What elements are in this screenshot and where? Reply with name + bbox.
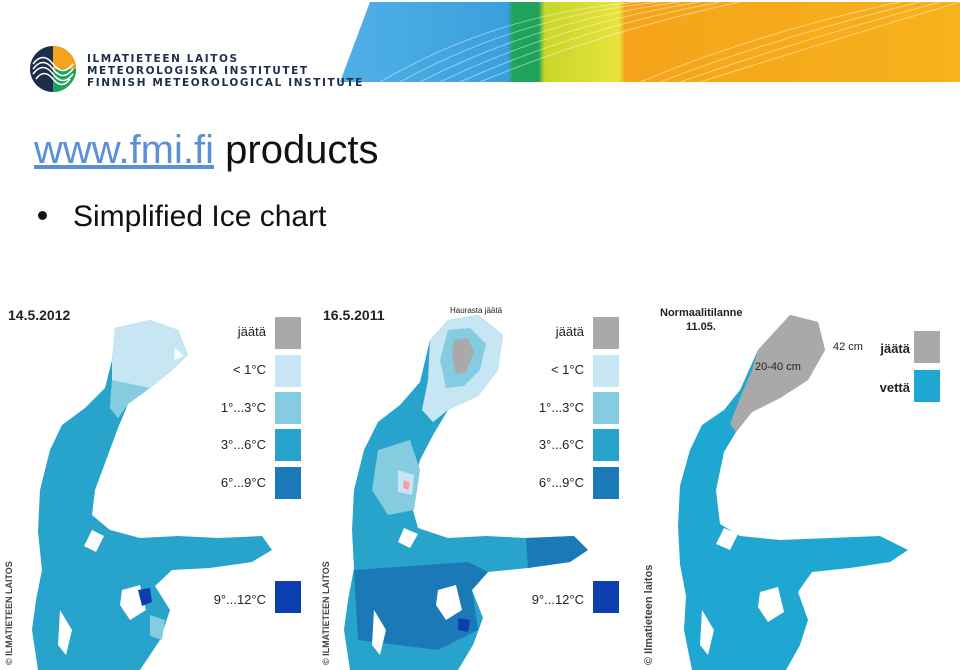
- baltic-map-normal: [678, 315, 908, 670]
- legend-label-1-3: 1°...3°C: [220, 400, 266, 415]
- normal-date: 11.05.: [686, 321, 716, 333]
- header-color-band: [340, 2, 960, 82]
- copyright-text: © ILMATIETEEN LAITOS: [4, 561, 14, 665]
- legend-label-ice: jäätä: [237, 324, 266, 339]
- bullet-item: Simplified Ice chart: [38, 200, 326, 234]
- baltic-map-2011: [344, 315, 588, 670]
- legend-label-3-6: 3°...6°C: [538, 437, 584, 452]
- thickness-42cm: 42 cm: [833, 341, 863, 353]
- legend-swatch-1-3: [275, 392, 301, 424]
- legend-swatch-ice: [914, 331, 940, 363]
- legend-swatch-1-3: [593, 392, 619, 424]
- bullet-text: Simplified Ice chart: [73, 200, 327, 233]
- legend-swatch-ice: [593, 317, 619, 349]
- ice-chart-normal: Normaalitilanne 11.05. 42 cm 20-40 cm jä…: [640, 300, 960, 670]
- bullet-dot-icon: [38, 210, 47, 220]
- legend-swatch-ice: [275, 317, 301, 349]
- title-rest: products: [225, 128, 379, 172]
- normal-title: Normaalitilanne: [660, 307, 743, 319]
- legend-swatch-6-9: [593, 467, 619, 499]
- org-line-en: FINNISH METEOROLOGICAL INSTITUTE: [87, 77, 364, 89]
- ice-chart-2011: 16.5.2011 Haurasta jäätä jäätä < 1°C 1°.…: [318, 300, 623, 670]
- legend-swatch-water: [914, 370, 940, 402]
- legend-label-under1: < 1°C: [232, 362, 266, 377]
- legend-label-3-6: 3°...6°C: [220, 437, 266, 452]
- legend-label-9-12: 9°...12°C: [213, 592, 266, 607]
- fmi-globe-logo-icon: [28, 44, 78, 99]
- chart-date: 14.5.2012: [8, 307, 71, 323]
- thin-ice-note: Haurasta jäätä: [450, 306, 503, 315]
- org-line-sv: METEOROLOGISKA INSTITUTET: [87, 65, 309, 77]
- legend-swatch-under1: [275, 355, 301, 387]
- legend-label-ice: jäätä: [555, 324, 584, 339]
- copyright-text: © Ilmatieteen laitos: [643, 564, 655, 665]
- legend-label-6-9: 6°...9°C: [220, 475, 266, 490]
- legend-swatch-9-12: [275, 581, 301, 613]
- page-title: www.fmi.fi products: [34, 128, 379, 173]
- legend-swatch-3-6: [275, 429, 301, 461]
- baltic-map-2012: [32, 320, 272, 670]
- legend-label-under1: < 1°C: [550, 362, 584, 377]
- legend-label-9-12: 9°...12°C: [531, 592, 584, 607]
- legend-label-6-9: 6°...9°C: [538, 475, 584, 490]
- legend-label-water: vettä: [879, 380, 910, 395]
- org-line-fi: ILMATIETEEN LAITOS: [87, 53, 239, 65]
- legend-label-1-3: 1°...3°C: [538, 400, 584, 415]
- legend-swatch-under1: [593, 355, 619, 387]
- legend-swatch-6-9: [275, 467, 301, 499]
- chart-date: 16.5.2011: [323, 307, 385, 323]
- ice-chart-2012: 14.5.2012 jäätä < 1°C 1°...3°C 3°...6°C …: [0, 300, 305, 670]
- copyright-text: © ILMATIETEEN LAITOS: [321, 561, 331, 665]
- org-name: ILMATIETEEN LAITOS METEOROLOGISKA INSTIT…: [87, 53, 364, 89]
- legend-label-ice: jäätä: [880, 341, 910, 356]
- thickness-20-40cm: 20-40 cm: [755, 361, 801, 373]
- legend-swatch-9-12: [593, 581, 619, 613]
- fmi-link[interactable]: www.fmi.fi: [34, 128, 214, 172]
- legend-swatch-3-6: [593, 429, 619, 461]
